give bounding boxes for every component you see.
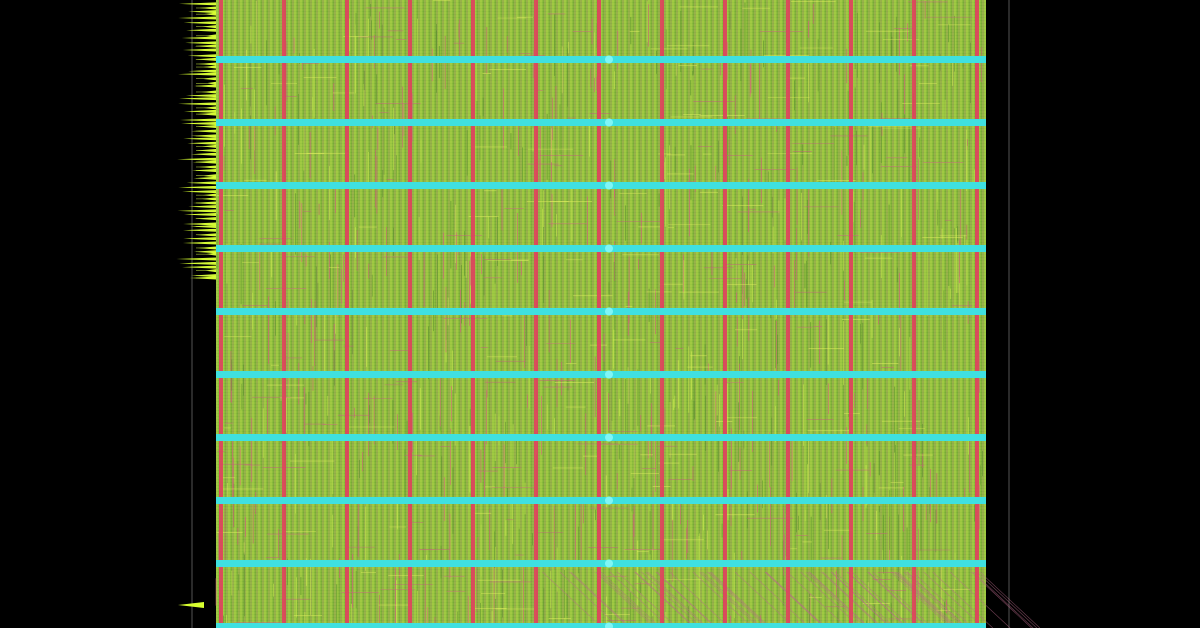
wire <box>595 571 656 628</box>
wire <box>570 571 632 628</box>
pin <box>178 602 204 608</box>
wire <box>709 571 770 628</box>
via <box>605 433 613 442</box>
wire <box>749 571 811 628</box>
via <box>605 55 613 64</box>
wire <box>906 571 967 628</box>
wire <box>764 571 826 628</box>
wire <box>851 571 913 628</box>
horizontal-rail <box>216 308 986 315</box>
power-rails <box>216 0 986 628</box>
wire <box>893 571 954 628</box>
horizontal-rail <box>216 497 986 504</box>
horizontal-rail <box>216 182 986 189</box>
via <box>605 307 613 316</box>
via <box>605 496 613 505</box>
via <box>605 559 613 568</box>
wire <box>867 571 928 628</box>
wire <box>808 571 869 628</box>
wire <box>765 571 826 628</box>
wire <box>597 571 658 628</box>
horizontal-rail <box>216 623 986 628</box>
wire <box>979 571 1041 628</box>
wire <box>641 571 702 628</box>
wire <box>609 571 671 628</box>
wire <box>912 571 974 628</box>
wire <box>971 571 1032 628</box>
horizontal-rail <box>216 56 986 63</box>
wire <box>669 571 730 628</box>
horizontal-rail <box>216 434 986 441</box>
horizontal-rail <box>216 371 986 378</box>
wire <box>635 571 696 628</box>
wire <box>699 571 760 628</box>
wire <box>600 571 661 628</box>
wire <box>972 571 1034 628</box>
wire <box>617 571 678 628</box>
wire <box>655 571 717 628</box>
wire <box>701 571 763 628</box>
wire <box>766 571 827 628</box>
horizontal-rail <box>216 119 986 126</box>
horizontal-rail <box>216 245 986 252</box>
via <box>605 370 613 379</box>
wire <box>896 571 957 628</box>
io-pins <box>176 2 216 608</box>
wire <box>647 571 709 628</box>
wire <box>872 571 933 628</box>
wire <box>559 571 621 628</box>
wire <box>656 571 717 628</box>
via <box>605 622 613 628</box>
wire <box>786 571 848 628</box>
horizontal-rail <box>216 560 986 567</box>
wire <box>831 571 892 628</box>
wire <box>949 571 1011 628</box>
wire <box>932 571 993 628</box>
wire <box>542 571 603 628</box>
via <box>605 118 613 127</box>
wire <box>634 571 695 628</box>
wire <box>830 571 892 628</box>
wire <box>809 571 870 628</box>
wire <box>806 571 867 628</box>
wire <box>976 571 1038 628</box>
wire <box>710 571 772 628</box>
wire <box>734 571 796 628</box>
wire <box>834 571 896 628</box>
wire <box>894 571 956 628</box>
wire <box>868 571 929 628</box>
wire <box>923 571 985 628</box>
wire <box>906 571 968 628</box>
wire <box>890 571 952 628</box>
via <box>605 181 613 190</box>
wire <box>846 571 908 628</box>
wire <box>707 571 768 628</box>
wire <box>645 571 707 628</box>
wire <box>847 571 908 628</box>
wire <box>897 571 959 628</box>
via <box>605 244 613 253</box>
